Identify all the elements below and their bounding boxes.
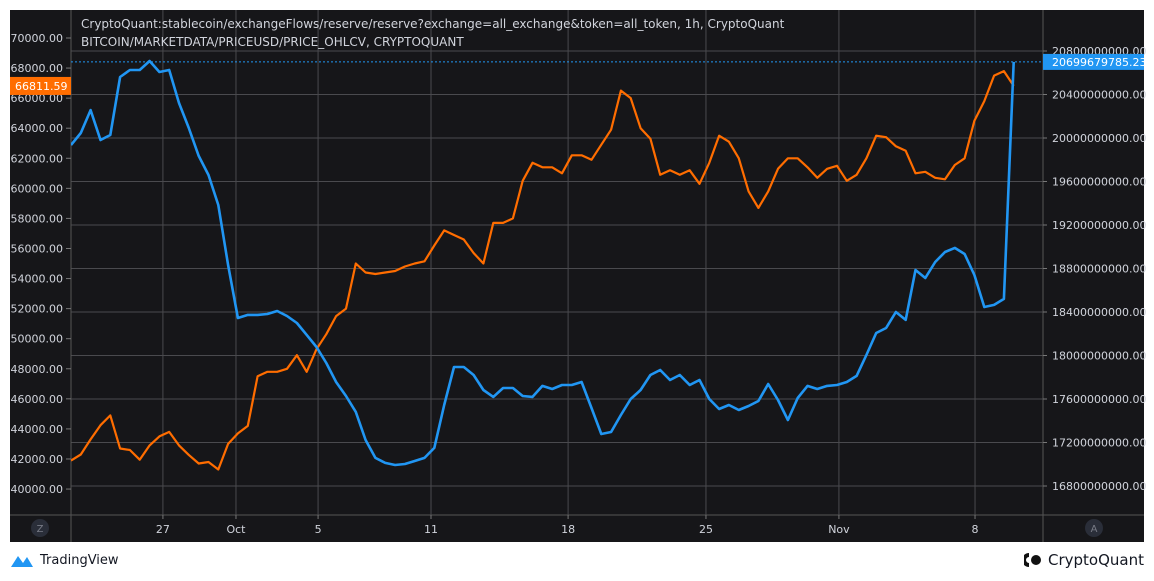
left-tick-label: 48000.00: [11, 363, 64, 376]
left-tick-label: 64000.00: [11, 122, 64, 135]
left-tick-label: 58000.00: [11, 212, 64, 225]
left-tick-label: 50000.00: [11, 333, 64, 346]
tradingview-icon: [11, 556, 33, 567]
right-tick-label: 20000000000.00: [1052, 132, 1146, 145]
left-tick-label: 44000.00: [11, 423, 64, 436]
time-tick-label: 5: [315, 523, 322, 536]
right-tick-label: 18800000000.00: [1052, 263, 1146, 276]
left-tick-label: 66000.00: [11, 92, 64, 105]
tradingview-logo[interactable]: TradingView: [10, 548, 119, 572]
right-tick-label: 16800000000.00: [1052, 480, 1146, 493]
tradingview-label: TradingView: [40, 552, 119, 568]
time-tick-label: 11: [424, 523, 438, 536]
auto-scale-label: A: [1091, 524, 1098, 535]
time-axis[interactable]: 27 Oct 5 11 18 25 Nov 8: [156, 515, 979, 536]
grid: [71, 10, 1043, 515]
left-tick-label: 62000.00: [11, 152, 64, 165]
right-tick-label: 18400000000.00: [1052, 306, 1146, 319]
left-tick-label: 52000.00: [11, 303, 64, 316]
right-tick-label: 19200000000.00: [1052, 219, 1146, 232]
cryptoquant-logo: CryptoQuant: [1024, 548, 1144, 572]
right-tick-label: 18000000000.00: [1052, 350, 1146, 363]
right-tick-label: 17200000000.00: [1052, 437, 1146, 450]
right-tick-label: 19600000000.00: [1052, 176, 1146, 189]
chart-title-stablecoin: CryptoQuant:stablecoin/exchangeFlows/res…: [81, 17, 785, 31]
left-tick-label: 40000.00: [11, 483, 64, 496]
btc-last-price-label: 66811.59: [10, 76, 71, 95]
chart-background: [10, 10, 1144, 542]
left-tick-label: 54000.00: [11, 273, 64, 286]
stablecoin-reserve-line: [71, 59, 1015, 467]
time-tick-label: Oct: [226, 523, 246, 536]
right-tick-label: 17600000000.00: [1052, 393, 1146, 406]
left-scale-button[interactable]: Z: [31, 519, 49, 537]
reserve-last-value-label: 20699679785.23: [1043, 53, 1146, 70]
right-tick-label: 20400000000.00: [1052, 89, 1146, 102]
svg-text:20699679785.23: 20699679785.23: [1052, 56, 1146, 69]
svg-text:66811.59: 66811.59: [15, 80, 68, 93]
time-tick-label: 18: [561, 523, 575, 536]
cryptoquant-label: CryptoQuant: [1048, 551, 1144, 569]
left-tick-label: 68000.00: [11, 62, 64, 75]
time-tick-label: 8: [972, 523, 979, 536]
auto-scale-button[interactable]: A: [1085, 519, 1103, 537]
left-tick-label: 42000.00: [11, 453, 64, 466]
btc-price-line: [71, 70, 1015, 471]
time-tick-label: 25: [699, 523, 713, 536]
time-tick-label: 27: [156, 523, 170, 536]
left-tick-label: 60000.00: [11, 182, 64, 195]
left-tick-label: 70000.00: [11, 32, 64, 45]
time-tick-label: Nov: [828, 523, 850, 536]
left-tick-label: 46000.00: [11, 393, 64, 406]
left-price-axis[interactable]: 70000.00 68000.00 66000.00 64000.00 62000.00…: [11, 32, 72, 496]
cryptoquant-icon: [1024, 553, 1041, 567]
left-scale-label: Z: [37, 524, 44, 535]
chart-title-btc: BITCOIN/MARKETDATA/PRICEUSD/PRICE_OHLCV,…: [81, 35, 464, 49]
left-tick-label: 56000.00: [11, 242, 64, 255]
